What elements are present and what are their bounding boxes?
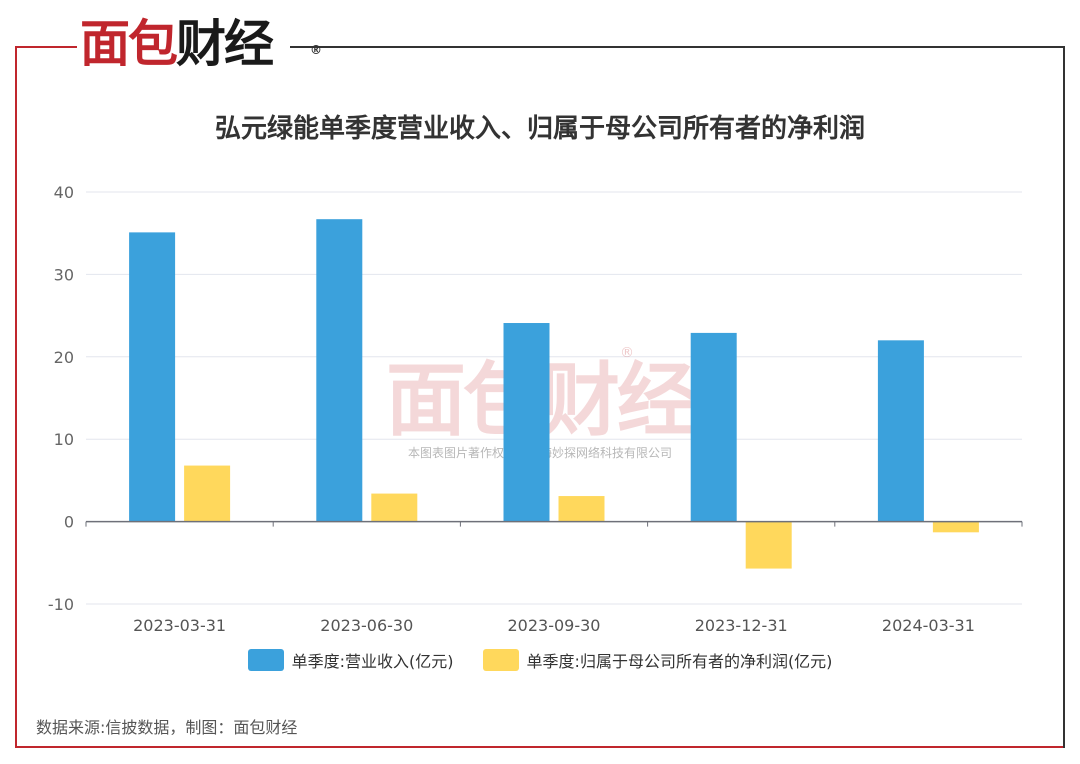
legend-label-revenue: 单季度:营业收入(亿元)	[291, 652, 454, 671]
watermark-registered-mark: ®	[620, 345, 634, 361]
frame-right-border	[1063, 46, 1065, 748]
frame-top-left-border	[15, 46, 77, 48]
x-tick-label: 2024-03-31	[882, 616, 975, 635]
bar-revenue	[503, 323, 550, 522]
legend-item-profit: 单季度:归属于母公司所有者的净利润(亿元)	[482, 648, 833, 672]
y-tick-label: 40	[54, 183, 74, 202]
x-tick-label: 2023-06-30	[320, 616, 413, 635]
legend-item-revenue: 单季度:营业收入(亿元)	[247, 648, 454, 672]
bar-revenue	[129, 232, 176, 522]
frame-left-border	[15, 46, 17, 748]
chart-legend: 单季度:营业收入(亿元) 单季度:归属于母公司所有者的净利润(亿元)	[0, 648, 1080, 675]
bar-profit	[745, 521, 792, 569]
y-tick-label: 30	[54, 265, 74, 284]
bar-revenue	[316, 219, 363, 522]
bar-profit	[371, 493, 418, 522]
legend-swatch-revenue	[247, 649, 284, 671]
y-tick-label: 20	[54, 348, 74, 367]
logo-part2: 财经	[176, 15, 274, 73]
y-tick-label: 0	[64, 513, 74, 532]
chart-title: 弘元绿能单季度营业收入、归属于母公司所有者的净利润	[214, 114, 865, 144]
frame-bottom-border	[15, 746, 1065, 748]
data-source-note: 数据来源:信披数据，制图：面包财经	[36, 718, 298, 737]
frame-top-right-border	[290, 46, 1065, 48]
y-tick-label: 10	[54, 430, 74, 449]
bar-revenue	[690, 332, 737, 522]
bar-profit	[932, 521, 979, 533]
x-tick-label: 2023-09-30	[508, 616, 601, 635]
x-tick-label: 2023-03-31	[133, 616, 226, 635]
bar-profit	[184, 465, 231, 522]
bar-revenue	[877, 340, 924, 522]
logo-part1: 面包	[80, 15, 178, 73]
brand-logo: 面包财经 ®	[80, 14, 322, 74]
x-tick-label: 2023-12-31	[695, 616, 788, 635]
legend-swatch-profit	[482, 649, 519, 671]
legend-label-profit: 单季度:归属于母公司所有者的净利润(亿元)	[526, 652, 833, 671]
y-tick-label: -10	[48, 595, 74, 614]
logo-registered-mark: ®	[310, 43, 322, 57]
bar-profit	[558, 496, 605, 522]
